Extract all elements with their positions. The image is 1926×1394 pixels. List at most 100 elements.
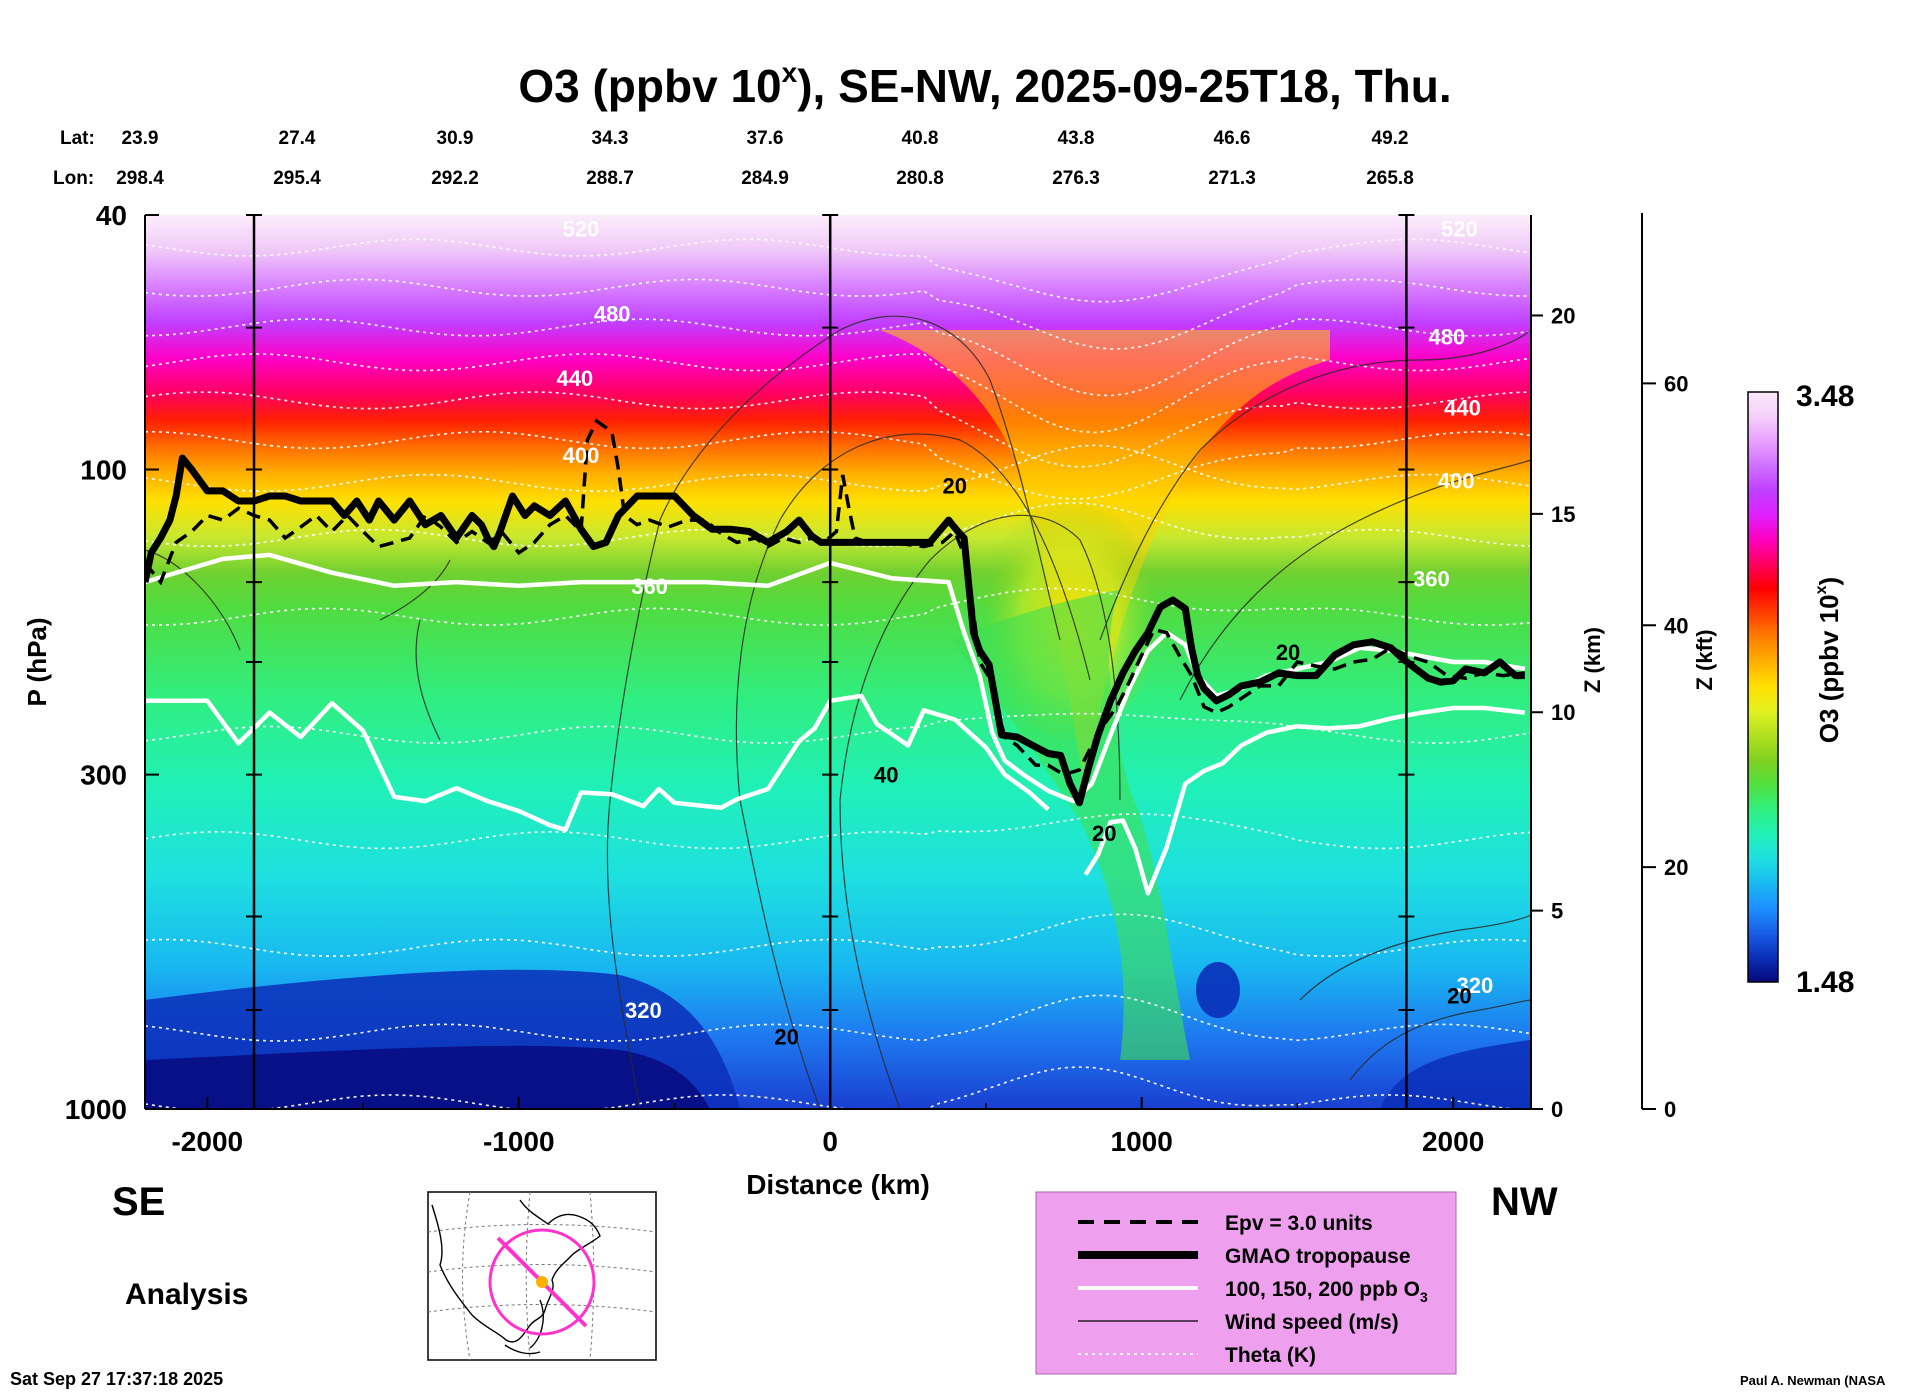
z-kft-axis: 0 20 40 60 [1641,213,1688,1122]
vertical-marker-lines [246,214,1415,1110]
theta-label: 320 [625,998,662,1023]
kft-tick-label: 0 [1664,1097,1676,1122]
pressure-axis: 40 100 300 1000 [65,200,159,1125]
theta-line [145,994,1531,1042]
wind-label: 20 [943,474,967,499]
colorbar-title: O3 (ppbv 10x) [1813,577,1844,743]
lon-value: 280.8 [896,168,944,189]
theta-line [145,813,1531,850]
z-km-tick-label: 15 [1551,502,1575,527]
o3-contour-200 [1083,705,1526,896]
legend-label: 100, 150, 200 ppb O3 [1225,1278,1428,1305]
inset-center-marker [536,1276,548,1288]
z-km-axis: 0 5 10 15 20 [1531,303,1575,1122]
theta-label: 480 [594,301,631,326]
lon-value: 295.4 [273,168,321,189]
lat-value: 27.4 [279,128,316,149]
theta-line [145,318,1531,397]
theta-line [145,238,1531,303]
low-level-blue-pool-se-core [145,1045,710,1109]
z-km-tick-label: 10 [1551,700,1575,725]
p-tick-label: 1000 [65,1094,127,1125]
o3-contour-150 [145,693,1050,833]
kft-tick-label: 60 [1664,371,1688,396]
theta-line [145,712,1531,744]
lat-value: 46.6 [1214,128,1251,149]
p-tick-label: 100 [80,454,127,485]
wind-label: 40 [874,763,898,788]
lat-value: 23.9 [122,128,159,149]
theta-line [145,430,1531,500]
theta-line [145,353,1531,434]
credit: Paul A. Newman (NASA [1740,1373,1886,1388]
legend-label: Epv = 3.0 units [1225,1212,1373,1235]
theta-label: 320 [1457,973,1494,998]
lon-value: 288.7 [586,168,634,189]
low-level-blue-pool-nw [1380,1040,1531,1109]
x-axis-label: Distance (km) [746,1169,930,1200]
colorbar: 3.48 1.48 O3 (ppbv 10x) [1747,380,1854,999]
theta-line [145,1066,1521,1109]
z-km-axis-label: Z (km) [1580,627,1605,693]
theta-line [145,391,1531,468]
theta-label: 520 [1441,217,1478,242]
x-axis: -2000 -1000 0 1000 2000 [171,1097,1484,1157]
theta-line [145,587,1531,626]
p-tick-label: 300 [80,760,127,791]
x-tick-label: 2000 [1422,1126,1484,1157]
theta-line [145,913,1531,958]
lon-value: 292.2 [431,168,479,189]
kft-tick-label: 20 [1664,855,1688,880]
wind-label: 20 [774,1024,798,1049]
theta-contours [145,238,1531,1109]
y-axis-label: P (hPa) [22,617,52,706]
lon-value: 284.9 [741,168,789,189]
lon-values: 298.4 295.4 292.2 288.7 284.9 280.8 276.3 271.3… [116,168,1414,189]
theta-line [145,502,1531,548]
lat-row-label: Lat: [60,128,95,149]
z-kft-axis-label: Z (kft) [1692,629,1717,690]
wind-label: 20 [1276,640,1300,665]
x-tick-label: -2000 [171,1126,243,1157]
legend: Epv = 3.0 units GMAO tropopause 100, 150, … [1035,1191,1457,1375]
lat-value: 30.9 [437,128,474,149]
lat-value: 49.2 [1372,128,1409,149]
z-km-tick-label: 0 [1551,1097,1563,1122]
theta-line [145,278,1531,350]
lat-values: 23.9 27.4 30.9 34.3 37.6 40.8 43.8 46.6 49.2 [122,128,1409,149]
wind-label: 20 [1092,821,1116,846]
lat-value: 37.6 [747,128,784,149]
north-america-coastline [431,1199,601,1355]
inset-map [427,1191,657,1361]
legend-label: GMAO tropopause [1225,1245,1411,1268]
theta-label: 360 [1413,566,1450,591]
gmao-tropopause-line [145,454,1525,807]
o3-contour-100 [145,552,1526,804]
theta-label: 480 [1429,325,1466,350]
theta-label: 400 [1438,468,1475,493]
theta-labels: 520 480 440 400 360 320 520 480 440 400 360 320 [556,217,1493,1023]
theta-label: 360 [631,574,668,599]
x-tick-label: 1000 [1111,1126,1173,1157]
colorbar-max-label: 3.48 [1796,380,1854,413]
lat-lon-header: Lat: Lon: 23.9 27.4 30.9 34.3 37.6 40.8 43.8 46… [53,128,1414,189]
timestamp: Sat Sep 27 17:37:18 2025 [10,1369,223,1389]
legend-label: Wind speed (m/s) [1225,1311,1399,1334]
analysis-label: Analysis [125,1278,248,1311]
lon-row-label: Lon: [53,168,94,189]
x-tick-label: 0 [822,1126,838,1157]
wind-labels: 20 20 40 20 20 20 [774,474,1471,1050]
ozone-ppb-contours [145,552,1526,896]
lon-value: 298.4 [116,168,164,189]
lon-value: 265.8 [1366,168,1414,189]
se-label: SE [112,1180,165,1224]
legend-label-subscript: 3 [1420,1289,1428,1305]
lat-value: 40.8 [902,128,939,149]
theta-label: 440 [1444,396,1481,421]
nw-label: NW [1491,1180,1558,1224]
theta-label: 440 [556,366,593,391]
wind-label: 20 [1447,984,1471,1009]
legend-label: Theta (K) [1225,1344,1316,1367]
